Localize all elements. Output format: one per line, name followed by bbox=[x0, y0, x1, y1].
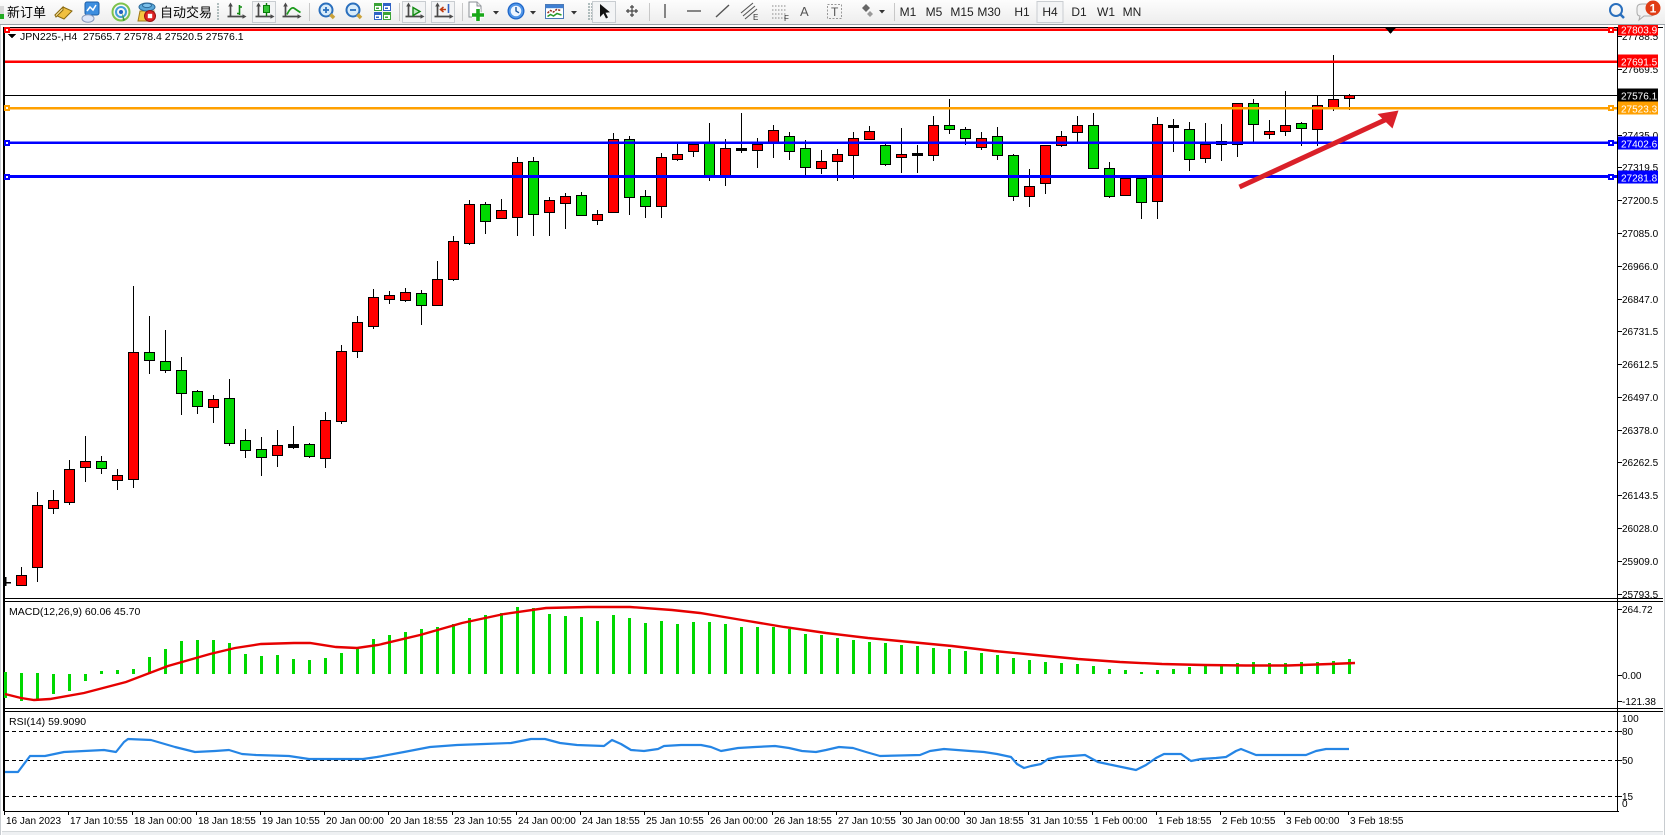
svg-text:1 Feb 00:00: 1 Feb 00:00 bbox=[1094, 816, 1148, 827]
svg-text:30 Jan 18:55: 30 Jan 18:55 bbox=[966, 816, 1024, 827]
svg-text:27803.9: 27803.9 bbox=[1621, 26, 1658, 37]
svg-text:27523.3: 27523.3 bbox=[1621, 105, 1658, 116]
svg-text:-121.38: -121.38 bbox=[1622, 697, 1656, 708]
svg-text:20 Jan 00:00: 20 Jan 00:00 bbox=[326, 816, 384, 827]
svg-text:MN: MN bbox=[1123, 5, 1142, 19]
svg-text:23 Jan 10:55: 23 Jan 10:55 bbox=[454, 816, 512, 827]
svg-text:20 Jan 18:55: 20 Jan 18:55 bbox=[390, 816, 448, 827]
svg-text:3 Feb 18:55: 3 Feb 18:55 bbox=[1350, 816, 1404, 827]
svg-text:T: T bbox=[831, 5, 839, 19]
svg-text:26262.5: 26262.5 bbox=[1622, 458, 1659, 469]
svg-text:18 Jan 18:55: 18 Jan 18:55 bbox=[198, 816, 256, 827]
svg-text:27281.8: 27281.8 bbox=[1621, 174, 1658, 185]
svg-text:27669.5: 27669.5 bbox=[1622, 65, 1659, 76]
svg-text:M1: M1 bbox=[900, 5, 917, 19]
svg-text:27319.5: 27319.5 bbox=[1622, 163, 1659, 174]
svg-text:26143.5: 26143.5 bbox=[1622, 491, 1659, 502]
svg-text:3 Feb 00:00: 3 Feb 00:00 bbox=[1286, 816, 1340, 827]
svg-text:26 Jan 18:55: 26 Jan 18:55 bbox=[774, 816, 832, 827]
svg-text:MACD(12,26,9) 60.06 45.70: MACD(12,26,9) 60.06 45.70 bbox=[9, 606, 140, 618]
svg-text:25 Jan 10:55: 25 Jan 10:55 bbox=[646, 816, 704, 827]
svg-text:27691.5: 27691.5 bbox=[1621, 58, 1658, 69]
svg-text:19 Jan 10:55: 19 Jan 10:55 bbox=[262, 816, 320, 827]
svg-text:27788.5: 27788.5 bbox=[1622, 32, 1659, 43]
svg-text:26731.5: 26731.5 bbox=[1622, 327, 1659, 338]
svg-text:16 Jan 2023: 16 Jan 2023 bbox=[6, 816, 61, 827]
svg-text:24 Jan 00:00: 24 Jan 00:00 bbox=[518, 816, 576, 827]
svg-text:26497.0: 26497.0 bbox=[1622, 393, 1659, 404]
svg-text:27200.5: 27200.5 bbox=[1622, 196, 1659, 207]
svg-text:0: 0 bbox=[1622, 799, 1628, 810]
svg-text:26966.0: 26966.0 bbox=[1622, 262, 1659, 273]
svg-text:W1: W1 bbox=[1097, 5, 1115, 19]
svg-text:25793.5: 25793.5 bbox=[1622, 590, 1659, 601]
svg-text:E: E bbox=[753, 13, 758, 22]
svg-text:50: 50 bbox=[1622, 756, 1634, 767]
svg-text:27402.6: 27402.6 bbox=[1621, 140, 1658, 151]
svg-text:H4: H4 bbox=[1042, 5, 1058, 19]
svg-text:M15: M15 bbox=[950, 5, 974, 19]
svg-text:25909.0: 25909.0 bbox=[1622, 557, 1659, 568]
svg-text:27 Jan 10:55: 27 Jan 10:55 bbox=[838, 816, 896, 827]
svg-text:24 Jan 18:55: 24 Jan 18:55 bbox=[582, 816, 640, 827]
svg-text:0.00: 0.00 bbox=[1622, 671, 1642, 682]
svg-text:31 Jan 10:55: 31 Jan 10:55 bbox=[1030, 816, 1088, 827]
svg-text:2 Feb 10:55: 2 Feb 10:55 bbox=[1222, 816, 1276, 827]
svg-text:1 Feb 18:55: 1 Feb 18:55 bbox=[1158, 816, 1212, 827]
svg-text:30 Jan 00:00: 30 Jan 00:00 bbox=[902, 816, 960, 827]
svg-text:80: 80 bbox=[1622, 727, 1634, 738]
svg-text:18 Jan 00:00: 18 Jan 00:00 bbox=[134, 816, 192, 827]
svg-text:自动交易: 自动交易 bbox=[160, 5, 212, 20]
svg-text:15: 15 bbox=[1622, 792, 1634, 803]
svg-text:新订单: 新订单 bbox=[7, 5, 46, 20]
svg-text:A: A bbox=[800, 4, 809, 19]
svg-text:D1: D1 bbox=[1071, 5, 1087, 19]
svg-text:264.72: 264.72 bbox=[1622, 605, 1653, 616]
svg-text:1: 1 bbox=[1650, 2, 1657, 16]
svg-text:26847.0: 26847.0 bbox=[1622, 295, 1659, 306]
svg-text:26028.0: 26028.0 bbox=[1622, 524, 1659, 535]
svg-text:26378.0: 26378.0 bbox=[1622, 426, 1659, 437]
svg-text:100: 100 bbox=[1622, 714, 1639, 725]
svg-text:27576.1: 27576.1 bbox=[1621, 92, 1658, 103]
svg-text:26 Jan 00:00: 26 Jan 00:00 bbox=[710, 816, 768, 827]
svg-text:M5: M5 bbox=[926, 5, 943, 19]
svg-text:26612.5: 26612.5 bbox=[1622, 360, 1659, 371]
svg-text:RSI(14) 59.9090: RSI(14) 59.9090 bbox=[9, 716, 86, 728]
svg-text:M30: M30 bbox=[977, 5, 1001, 19]
svg-text:17 Jan 10:55: 17 Jan 10:55 bbox=[70, 816, 128, 827]
svg-text:JPN225-,H4 27565.7 27578.4 27: JPN225-,H4 27565.7 27578.4 27520.5 27576… bbox=[20, 31, 244, 43]
svg-text:H1: H1 bbox=[1014, 5, 1030, 19]
svg-text:27085.0: 27085.0 bbox=[1622, 229, 1659, 240]
svg-text:F: F bbox=[784, 14, 789, 23]
